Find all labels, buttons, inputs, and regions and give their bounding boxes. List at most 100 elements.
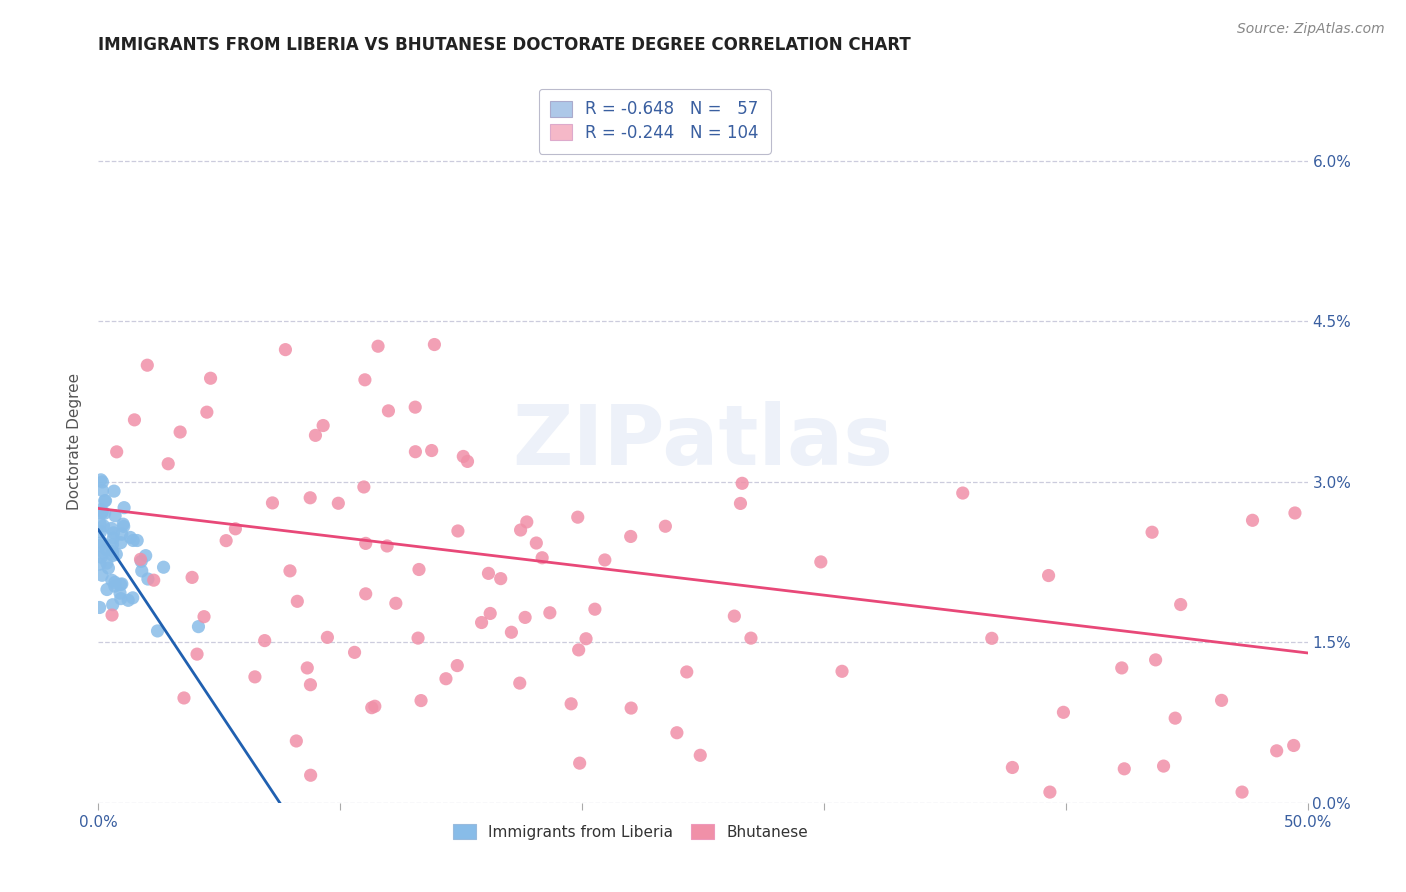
Point xyxy=(110,535,132,549)
Point xyxy=(1114,762,1136,776)
Point xyxy=(105,547,128,561)
Point xyxy=(91,504,114,518)
Point xyxy=(538,606,561,620)
Point xyxy=(90,536,112,550)
Point xyxy=(299,678,322,692)
Point xyxy=(409,693,432,707)
Point xyxy=(560,697,582,711)
Point xyxy=(446,658,468,673)
Point xyxy=(101,598,124,612)
Point xyxy=(91,568,114,582)
Point xyxy=(453,450,475,464)
Point xyxy=(665,725,688,739)
Point xyxy=(513,610,536,624)
Point xyxy=(103,525,125,540)
Point xyxy=(457,454,479,468)
Point xyxy=(354,373,377,387)
Point xyxy=(471,615,494,630)
Point xyxy=(354,536,377,550)
Point xyxy=(568,756,591,771)
Point xyxy=(364,699,387,714)
Point xyxy=(101,608,124,623)
Point xyxy=(105,445,128,459)
Point xyxy=(489,572,512,586)
Point xyxy=(104,508,127,523)
Point xyxy=(567,510,589,524)
Point xyxy=(1001,760,1024,774)
Point xyxy=(278,564,301,578)
Point xyxy=(89,539,111,553)
Point xyxy=(101,538,124,552)
Point xyxy=(1282,739,1305,753)
Point xyxy=(131,564,153,578)
Point xyxy=(654,519,676,533)
Point xyxy=(297,661,319,675)
Point xyxy=(110,591,132,606)
Text: Source: ZipAtlas.com: Source: ZipAtlas.com xyxy=(1237,22,1385,37)
Point xyxy=(103,531,125,545)
Point xyxy=(1144,653,1167,667)
Point xyxy=(94,493,117,508)
Point xyxy=(406,631,429,645)
Point xyxy=(112,519,135,533)
Point xyxy=(93,519,115,533)
Point xyxy=(136,572,159,586)
Point xyxy=(509,676,531,690)
Point xyxy=(181,570,204,584)
Y-axis label: Doctorate Degree: Doctorate Degree xyxy=(67,373,83,510)
Point xyxy=(477,566,499,581)
Point xyxy=(810,555,832,569)
Point xyxy=(447,524,470,538)
Point xyxy=(501,625,523,640)
Point xyxy=(91,483,114,498)
Point xyxy=(91,545,114,559)
Point xyxy=(89,502,111,516)
Point xyxy=(135,549,157,563)
Point xyxy=(89,557,111,571)
Point xyxy=(93,493,115,508)
Point xyxy=(723,609,745,624)
Point xyxy=(243,670,266,684)
Point xyxy=(224,522,246,536)
Point xyxy=(200,371,222,385)
Point xyxy=(117,593,139,607)
Point xyxy=(111,577,134,591)
Point xyxy=(121,591,143,605)
Point xyxy=(173,690,195,705)
Point xyxy=(1265,744,1288,758)
Point xyxy=(262,496,284,510)
Point xyxy=(1164,711,1187,725)
Point xyxy=(831,665,853,679)
Point xyxy=(1039,785,1062,799)
Point xyxy=(568,643,591,657)
Point xyxy=(122,533,145,548)
Point xyxy=(90,506,112,520)
Point xyxy=(434,672,457,686)
Point xyxy=(285,594,308,608)
Point xyxy=(675,665,697,679)
Point xyxy=(93,506,115,520)
Point xyxy=(420,443,443,458)
Point xyxy=(509,523,531,537)
Point xyxy=(524,536,547,550)
Legend: Immigrants from Liberia, Bhutanese: Immigrants from Liberia, Bhutanese xyxy=(447,818,814,846)
Point xyxy=(740,631,762,645)
Point xyxy=(101,574,124,588)
Point xyxy=(96,582,118,597)
Point xyxy=(90,550,112,565)
Point xyxy=(97,561,120,575)
Point xyxy=(111,527,134,541)
Point xyxy=(112,517,135,532)
Text: ZIPatlas: ZIPatlas xyxy=(513,401,893,482)
Point xyxy=(169,425,191,439)
Point xyxy=(104,575,127,590)
Point xyxy=(731,476,754,491)
Point xyxy=(1284,506,1306,520)
Point xyxy=(575,632,598,646)
Point xyxy=(328,496,350,510)
Point xyxy=(142,573,165,587)
Point xyxy=(304,428,326,442)
Point xyxy=(952,486,974,500)
Point xyxy=(96,556,118,570)
Point xyxy=(96,542,118,557)
